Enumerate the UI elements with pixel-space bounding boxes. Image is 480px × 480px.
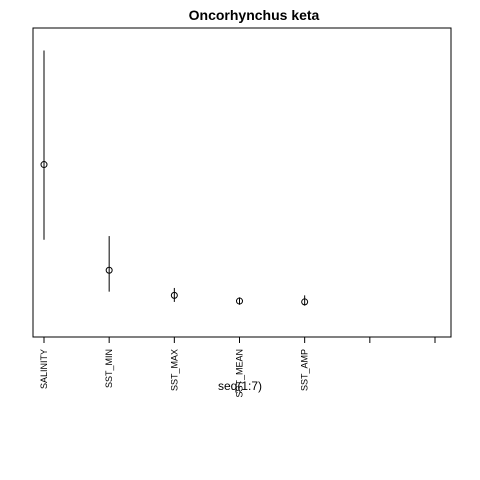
plot-box xyxy=(32,27,452,338)
data-marks xyxy=(40,50,309,306)
x-tick-label: SST_MEAN xyxy=(235,349,245,398)
x-tick-label: SALINITY xyxy=(39,349,49,389)
x-tick-label: SST_MIN xyxy=(104,349,114,388)
chart-title: Oncorhynchus keta xyxy=(189,7,320,23)
x-axis-label: seq(1:7) xyxy=(218,379,262,393)
x-tick-label: SST_AMP xyxy=(300,349,310,391)
x-tick-label: SST_MAX xyxy=(169,349,179,391)
data-point xyxy=(105,266,113,274)
data-point xyxy=(236,297,243,305)
data-point xyxy=(170,291,178,299)
x-axis: SALINITY SST_MIN SST_MAX SST_MEAN SST_AMP xyxy=(39,337,436,398)
data-point xyxy=(40,161,48,169)
data-point xyxy=(301,298,309,306)
